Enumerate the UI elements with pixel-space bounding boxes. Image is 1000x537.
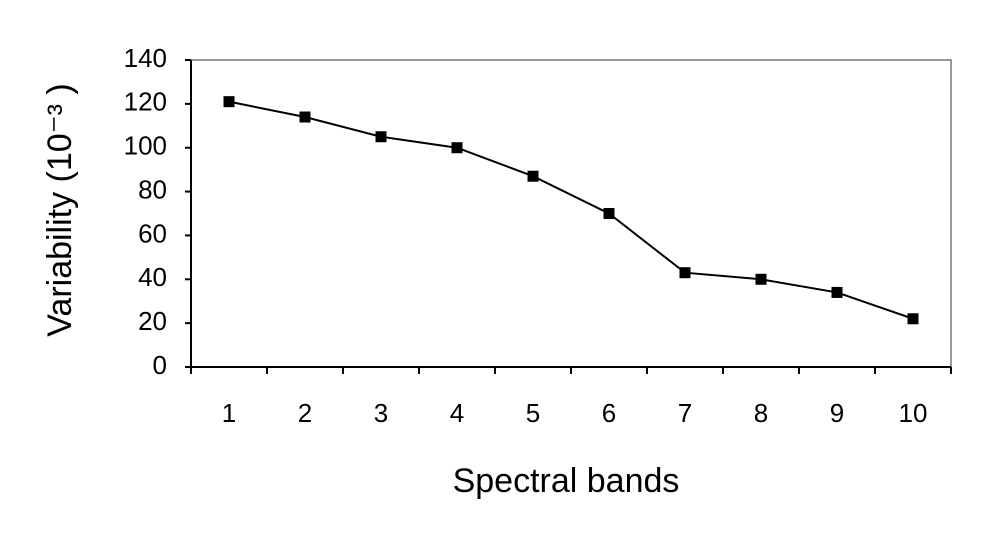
x-tick-label: 2 <box>298 398 312 428</box>
x-tick-label: 9 <box>830 398 844 428</box>
data-point <box>299 111 311 123</box>
data-point <box>831 286 843 298</box>
plot-frame <box>190 59 952 368</box>
y-tick-label: 40 <box>138 262 167 292</box>
x-axis-title: Spectral bands <box>453 462 680 500</box>
data-line <box>228 100 914 320</box>
y-tick-label: 20 <box>138 306 167 336</box>
x-tick-label: 1 <box>222 398 236 428</box>
y-tick-label: 60 <box>138 218 167 248</box>
data-point <box>603 208 615 219</box>
data-point <box>527 170 539 182</box>
x-tick-label: 6 <box>602 398 616 428</box>
x-tick-label: 7 <box>678 398 692 428</box>
y-axis-title: Variability (10⁻³ ) <box>41 83 79 337</box>
data-point <box>223 96 235 108</box>
data-point <box>907 313 919 325</box>
x-tick-label: 8 <box>754 398 768 428</box>
x-tick-label: 5 <box>526 398 540 428</box>
x-tick-label: 10 <box>899 398 928 428</box>
y-tick-label: 140 <box>124 43 167 73</box>
x-tick-label: 3 <box>374 398 388 428</box>
y-tick-label: 100 <box>124 131 167 161</box>
y-tick-label: 80 <box>138 174 167 204</box>
y-tick-label: 120 <box>124 87 167 117</box>
y-tick-label: 0 <box>153 350 167 380</box>
data-point <box>451 142 463 154</box>
data-point <box>375 131 387 143</box>
data-point <box>679 267 691 279</box>
data-point <box>755 273 767 285</box>
x-tick-label: 4 <box>450 398 464 428</box>
